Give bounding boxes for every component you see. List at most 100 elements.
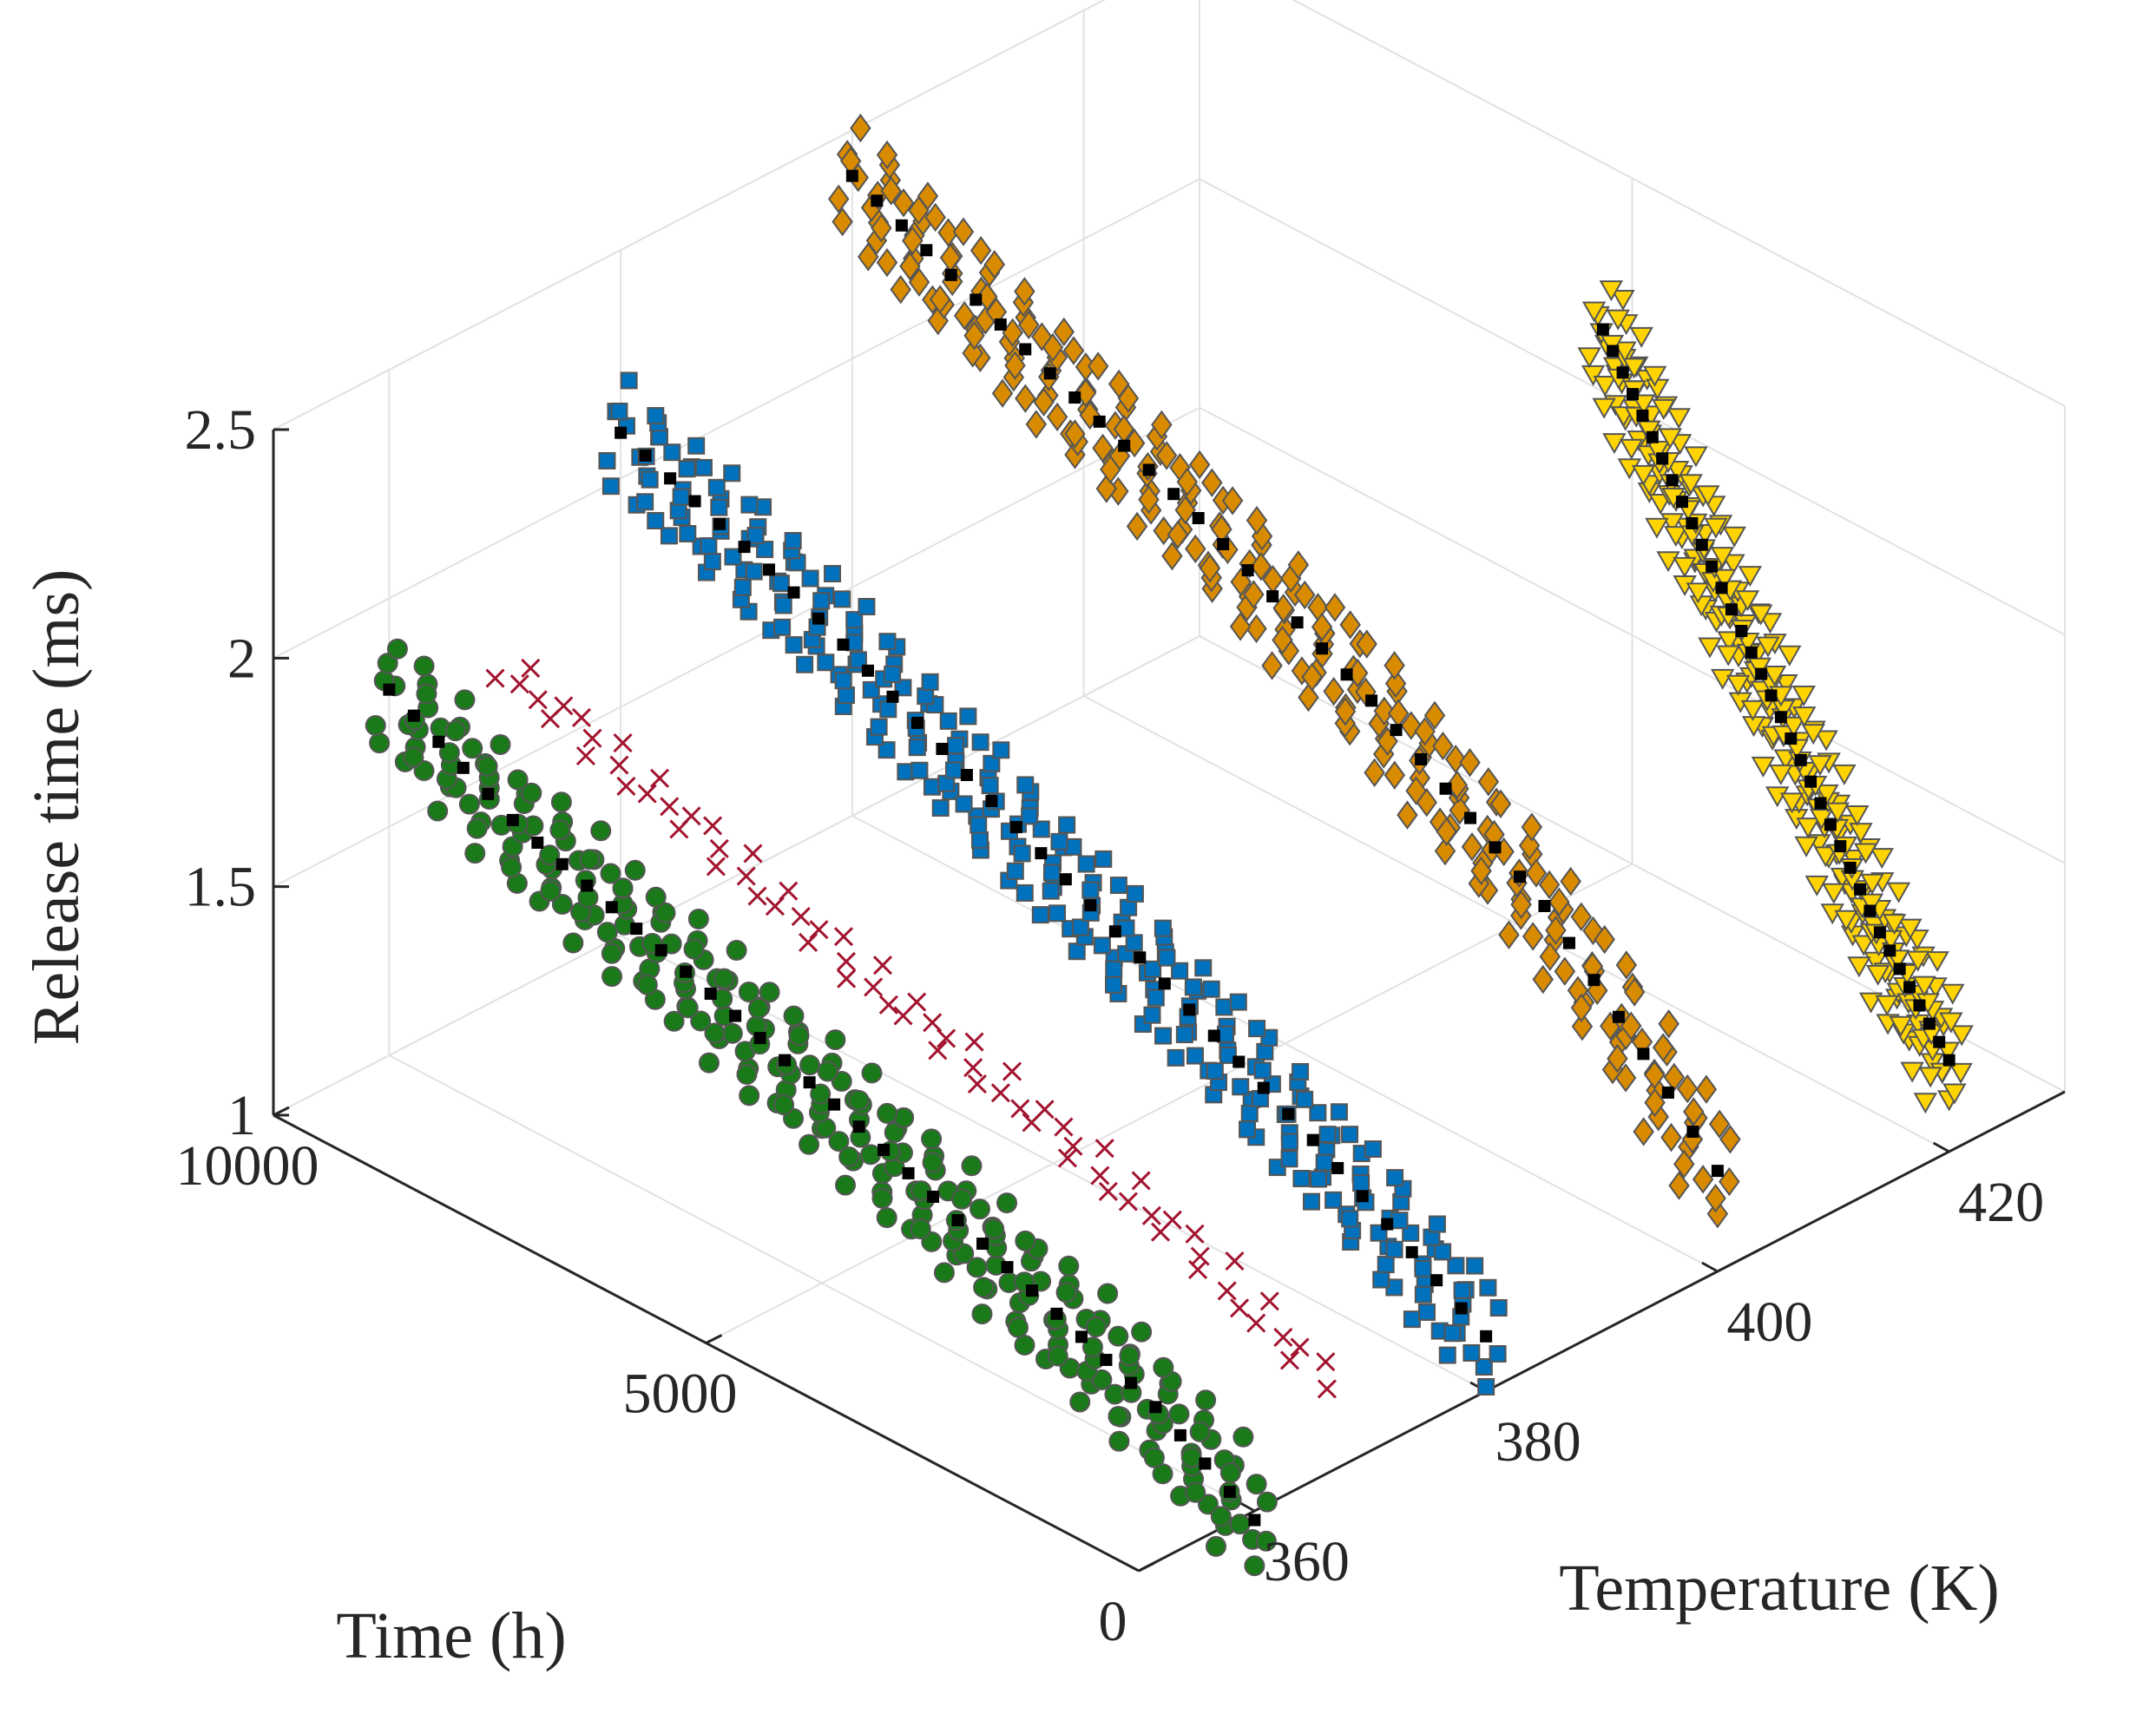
data-point <box>641 470 659 489</box>
data-point <box>1126 884 1144 903</box>
trend-point <box>1365 694 1378 707</box>
data-point <box>1656 551 1680 573</box>
data-point <box>996 1192 1018 1214</box>
marker-stroke <box>649 768 670 788</box>
data-point <box>1940 983 1965 1005</box>
marker-stroke <box>1010 1099 1030 1119</box>
data-point <box>369 732 391 754</box>
data-point <box>1577 347 1601 369</box>
trend-point <box>457 761 470 774</box>
data-point <box>876 247 898 278</box>
data-point <box>613 732 633 753</box>
data-point <box>876 1207 897 1229</box>
data-point <box>1912 975 1936 997</box>
data-point <box>736 866 756 886</box>
data-point <box>1138 484 1160 515</box>
data-point <box>1219 1462 1241 1484</box>
data-point <box>899 252 921 281</box>
data-point <box>773 1094 795 1116</box>
data-point <box>1280 1133 1298 1151</box>
data-point <box>1243 580 1265 609</box>
marker-stroke <box>1225 1251 1245 1271</box>
data-point <box>833 927 854 947</box>
data-point <box>774 596 792 614</box>
trend-point <box>871 194 884 207</box>
data-point <box>1310 1170 1328 1188</box>
data-point <box>860 1144 882 1166</box>
data-point <box>1152 1463 1173 1485</box>
data-point <box>1666 408 1691 430</box>
data-point <box>636 493 654 511</box>
data-point <box>1007 1317 1029 1338</box>
data-point <box>1645 517 1669 539</box>
data-point <box>871 1187 893 1209</box>
trend-point <box>1241 564 1254 577</box>
data-point <box>1068 942 1086 961</box>
y-tick-label: 420 <box>1958 1171 2044 1234</box>
data-point <box>1151 410 1173 440</box>
data-point <box>1794 836 1818 857</box>
data-point <box>521 658 541 679</box>
data-point <box>1081 881 1100 899</box>
data-point <box>1847 956 1871 978</box>
data-point <box>654 902 676 923</box>
trend-point <box>1415 752 1428 765</box>
data-point <box>458 793 480 815</box>
data-point <box>612 877 634 899</box>
data-point <box>1246 505 1268 535</box>
data-point <box>1444 744 1467 774</box>
trend-point <box>555 857 569 870</box>
trend-point <box>1612 1010 1625 1023</box>
trend-point <box>531 837 544 850</box>
data-point <box>1629 326 1653 348</box>
y-tick-label: 360 <box>1264 1530 1350 1593</box>
data-point <box>1046 402 1068 432</box>
data-point <box>1652 1033 1674 1062</box>
data-point <box>1021 807 1039 825</box>
data-point <box>1658 428 1682 450</box>
marker-stroke <box>681 806 701 826</box>
data-point <box>879 700 897 719</box>
data-point <box>1698 637 1722 659</box>
data-point <box>540 880 562 902</box>
data-point <box>746 527 765 545</box>
data-point <box>1108 1405 1129 1427</box>
data-point <box>539 844 561 866</box>
data-point <box>1185 1481 1206 1503</box>
data-point <box>1606 309 1630 331</box>
data-point <box>1622 358 1647 379</box>
data-point <box>884 665 902 683</box>
data-point <box>1171 962 1189 980</box>
data-point <box>1571 1012 1594 1041</box>
data-point <box>1825 802 1850 824</box>
data-point <box>1153 516 1174 546</box>
data-point <box>773 618 792 636</box>
data-point <box>1131 1321 1153 1343</box>
data-point <box>1599 280 1624 302</box>
trend-point <box>1291 616 1304 629</box>
data-point <box>1898 918 1923 940</box>
data-point <box>1161 542 1183 571</box>
data-point <box>477 755 498 777</box>
data-point <box>756 541 774 559</box>
data-point <box>1229 612 1252 641</box>
trend-point <box>1340 668 1353 681</box>
data-point <box>1042 864 1061 882</box>
trend-point <box>1834 840 1847 853</box>
data-point <box>969 1198 990 1220</box>
data-point <box>1870 848 1895 870</box>
data-point <box>1185 1224 1205 1244</box>
data-point <box>990 1083 1010 1103</box>
data-point <box>601 966 623 988</box>
marker-stroke <box>937 1028 956 1048</box>
data-point <box>554 696 574 716</box>
trend-point <box>1646 430 1659 443</box>
data-point <box>870 718 888 736</box>
data-point <box>1143 1006 1161 1024</box>
marker-stroke <box>1187 1259 1208 1280</box>
data-point <box>575 745 595 766</box>
data-point <box>1194 959 1213 977</box>
data-point <box>791 906 811 927</box>
data-point <box>1611 290 1635 312</box>
data-point <box>1195 1389 1217 1411</box>
